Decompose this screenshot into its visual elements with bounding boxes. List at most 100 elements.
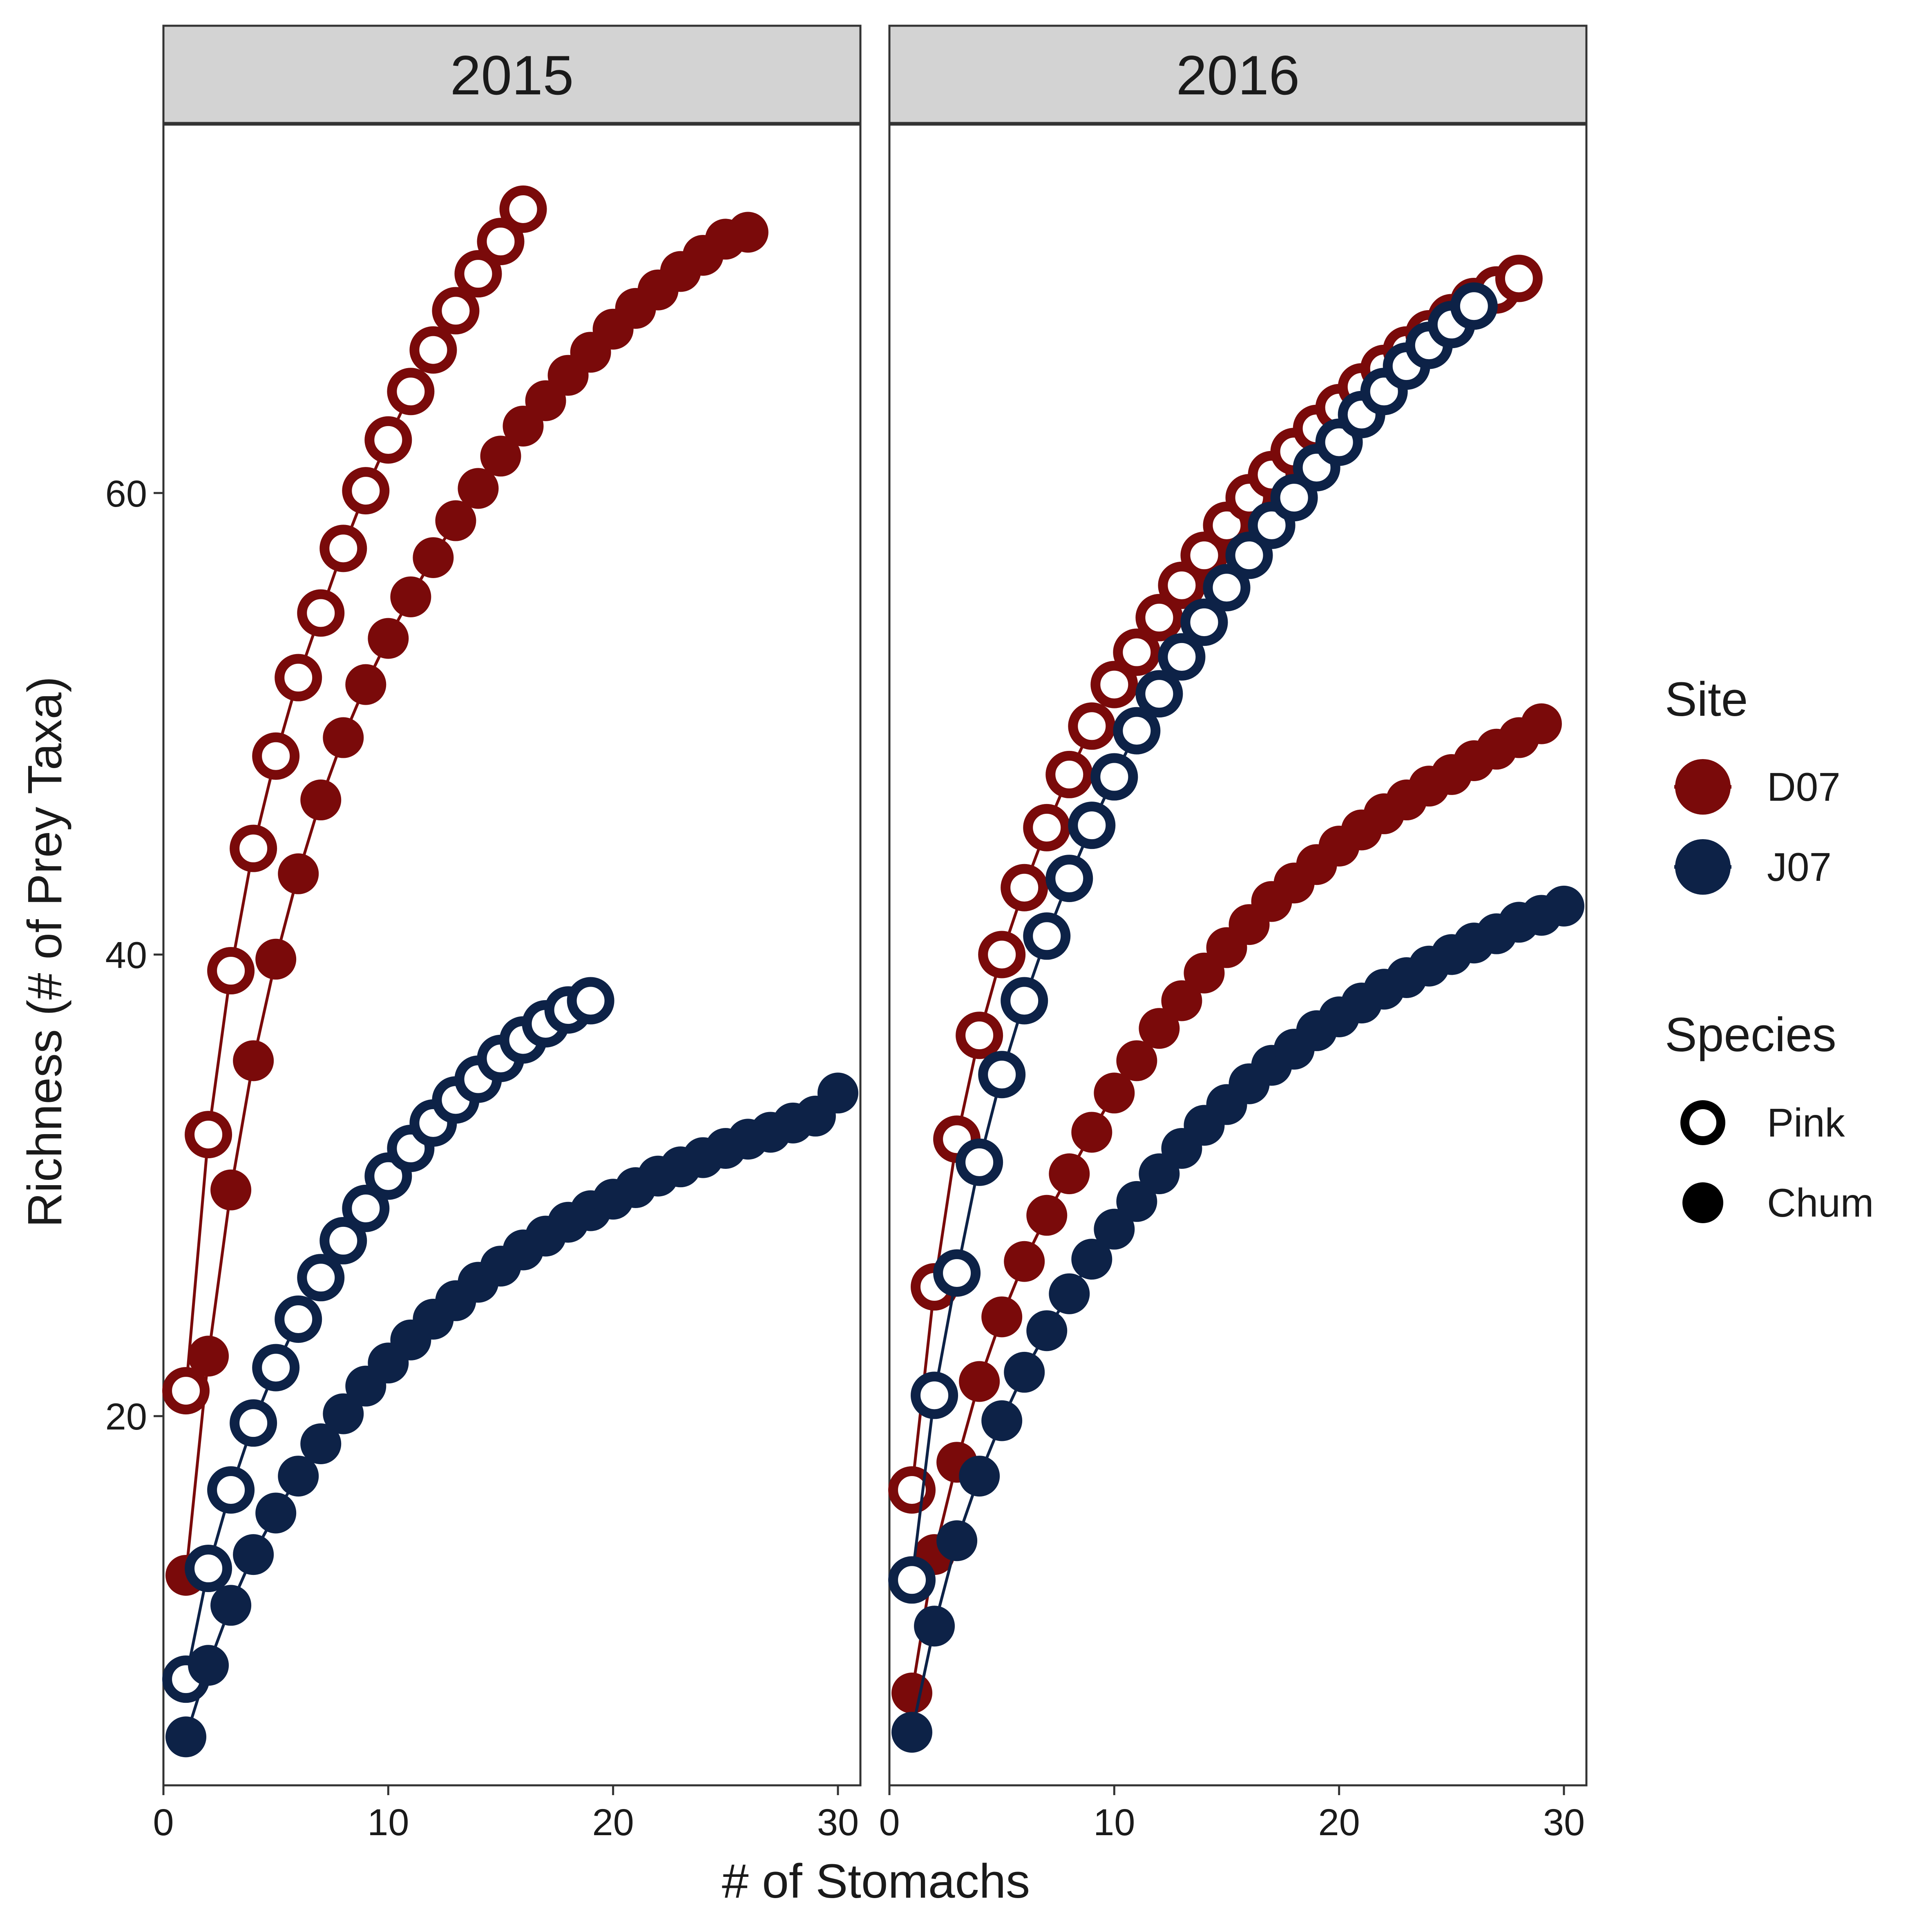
data-point bbox=[342, 1184, 390, 1232]
data-point bbox=[1068, 702, 1116, 750]
legend-key-j07: J07 bbox=[1674, 839, 1832, 895]
data-point bbox=[956, 1012, 1003, 1059]
data-point bbox=[1450, 282, 1498, 330]
data-point bbox=[1090, 753, 1138, 801]
data-point bbox=[323, 1393, 364, 1434]
data-point bbox=[936, 1520, 978, 1561]
data-point bbox=[1495, 255, 1543, 302]
series-D07-Pink bbox=[162, 185, 547, 1415]
data-point bbox=[278, 1456, 319, 1497]
data-point bbox=[817, 1072, 858, 1114]
data-point bbox=[230, 824, 277, 872]
data-point bbox=[480, 436, 521, 477]
data-point bbox=[888, 1556, 936, 1604]
data-point bbox=[1113, 628, 1161, 676]
data-point bbox=[933, 1249, 981, 1297]
legend-key-chum: Chum bbox=[1682, 1180, 1874, 1225]
facet-strip-label: 2016 bbox=[1176, 44, 1300, 106]
data-point bbox=[233, 1534, 274, 1575]
data-point bbox=[300, 780, 342, 821]
data-point bbox=[300, 1423, 342, 1465]
data-point bbox=[207, 947, 255, 995]
data-point bbox=[210, 1169, 252, 1211]
data-point bbox=[1026, 1310, 1068, 1351]
legend-site-title: Site bbox=[1665, 672, 1748, 726]
legend-species-title: Species bbox=[1665, 1008, 1836, 1062]
series-D07-Chum bbox=[891, 703, 1562, 1714]
series-J07-Pink bbox=[888, 282, 1498, 1604]
data-point bbox=[162, 1367, 210, 1415]
data-point bbox=[1113, 707, 1161, 755]
legend: Site D07 J07 Species Pink Chum bbox=[1665, 672, 1874, 1225]
data-point bbox=[1161, 980, 1202, 1021]
data-point bbox=[387, 368, 435, 415]
data-point bbox=[252, 1344, 300, 1391]
x-tick-label: 20 bbox=[592, 1802, 634, 1843]
x-tick-label: 0 bbox=[879, 1802, 900, 1843]
data-point bbox=[275, 654, 322, 701]
data-point bbox=[364, 416, 412, 464]
data-point bbox=[1026, 1195, 1068, 1236]
data-point bbox=[1071, 1239, 1112, 1280]
data-point bbox=[1116, 1040, 1157, 1081]
facet-strip bbox=[162, 25, 862, 125]
data-point bbox=[891, 1673, 933, 1714]
y-tick-label: 20 bbox=[105, 1396, 147, 1438]
data-point bbox=[1001, 977, 1048, 1025]
x-axis-title: # of Stomachs bbox=[722, 1854, 1030, 1908]
data-point bbox=[911, 1371, 958, 1419]
data-point bbox=[435, 500, 476, 541]
data-point bbox=[1090, 661, 1138, 708]
data-point bbox=[319, 525, 367, 572]
legend-marker-pink bbox=[1680, 1100, 1725, 1145]
data-point bbox=[567, 977, 614, 1025]
facet-strip-label: 2015 bbox=[450, 44, 574, 106]
x-tick-label: 30 bbox=[1543, 1802, 1585, 1843]
data-point bbox=[278, 853, 319, 894]
data-point bbox=[981, 1296, 1023, 1338]
data-point bbox=[1270, 474, 1318, 522]
x-tick-label: 20 bbox=[1318, 1802, 1360, 1843]
data-point bbox=[959, 1361, 1000, 1402]
data-point bbox=[345, 664, 386, 705]
legend-key-d07: D07 bbox=[1674, 759, 1841, 815]
data-point bbox=[1158, 561, 1206, 609]
data-point bbox=[1023, 804, 1071, 851]
data-point bbox=[1045, 750, 1093, 798]
data-point bbox=[1045, 855, 1093, 902]
facet-panel-2016: 2016 0 10 20 30 bbox=[879, 25, 1588, 1843]
x-tick-label: 30 bbox=[817, 1802, 859, 1843]
data-point bbox=[233, 1040, 274, 1081]
data-point bbox=[978, 1051, 1026, 1099]
data-point bbox=[1139, 1008, 1180, 1049]
legend-marker-chum bbox=[1682, 1182, 1723, 1223]
data-point bbox=[275, 1295, 322, 1343]
data-point bbox=[1543, 885, 1584, 927]
data-point bbox=[255, 1492, 297, 1534]
x-tick-label: 10 bbox=[1093, 1802, 1135, 1843]
data-point bbox=[978, 931, 1026, 978]
data-point bbox=[185, 1545, 232, 1593]
data-point bbox=[981, 1400, 1023, 1441]
data-point bbox=[368, 618, 409, 659]
data-point bbox=[188, 1336, 229, 1377]
data-point bbox=[477, 218, 525, 266]
data-point bbox=[1094, 1208, 1135, 1250]
x-tick-label: 0 bbox=[153, 1802, 174, 1843]
data-point bbox=[956, 1138, 1003, 1186]
data-point bbox=[1135, 670, 1183, 718]
data-point bbox=[1071, 1112, 1112, 1153]
y-tick-label: 60 bbox=[105, 473, 147, 515]
data-point bbox=[390, 576, 431, 617]
data-point bbox=[297, 1254, 345, 1302]
data-point bbox=[727, 212, 768, 253]
legend-marker-j07 bbox=[1675, 839, 1731, 895]
series-D07-Chum bbox=[165, 212, 768, 1596]
facet-panel-2015: 2015 0 10 20 30 20 40 60 bbox=[105, 25, 862, 1843]
data-point bbox=[319, 1217, 367, 1264]
data-point bbox=[1180, 599, 1228, 646]
data-point bbox=[1004, 1351, 1045, 1393]
data-point bbox=[1068, 802, 1116, 849]
series-J07-Chum bbox=[165, 1072, 858, 1758]
